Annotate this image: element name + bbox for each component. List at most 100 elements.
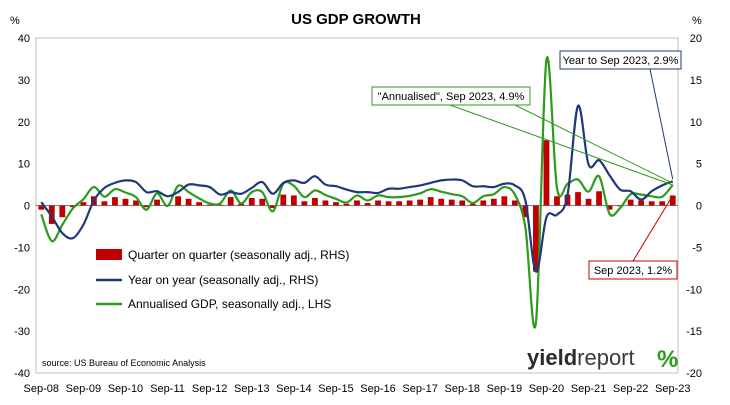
left-tick-label: 30 [18,75,30,87]
source-note: source: US Bureau of Economic Analysis [42,358,206,368]
x-tick-label: Sep-16 [360,383,395,395]
x-tick-label: Sep-11 [150,383,185,395]
svg-text:yieldreport: yieldreport [527,345,635,370]
leader-sep-2023-quarter [632,195,674,262]
x-tick-label: Sep-14 [276,383,311,395]
bar-Sep-17 [417,199,424,206]
left-tick-label: -30 [14,326,30,338]
legend-label-year-on-year: Year on year (seasonally adj., RHS) [128,273,318,287]
bar-Mar-23 [648,201,655,206]
leader-year-to-sep-2023 [649,68,674,180]
right-tick-label: -15 [686,326,702,338]
bar-Jun-21 [575,192,581,206]
x-tick-label: Sep-17 [402,383,437,395]
bar-Sep-18 [459,200,466,206]
bar-Jun-09 [69,205,76,208]
legend-label-quarter-on-quarter: Quarter on quarter (seasonally adj., RHS… [128,248,349,262]
logo-word-yield: yield [527,345,577,370]
bar-Mar-11 [143,205,150,208]
logo-word-report: report [577,345,634,370]
bar-Mar-17 [396,201,402,206]
bar-Mar-18 [438,198,445,206]
bar-Mar-15 [312,197,318,206]
bar-Mar-09 [59,205,66,218]
x-tick-label: Sep-18 [445,383,480,395]
leader-annualised-2 [514,104,673,184]
bar-Sep-13 [248,197,255,206]
bar-Dec-19 [511,200,518,206]
right-tick-label: -5 [692,242,702,254]
x-tick-label: Sep-22 [613,383,648,395]
bar-Sep-21 [585,198,592,206]
left-tick-label: -20 [14,284,30,296]
legend-swatch-quarter-on-quarter [96,249,122,260]
x-tick-label: Sep-15 [318,383,353,395]
bar-Sep-20 [543,140,550,206]
bar-Jun-22 [617,205,624,207]
bar-Sep-14 [290,195,297,206]
x-tick-label: Sep-13 [234,383,269,395]
x-tick-label: Sep-12 [192,383,227,395]
left-tick-label: 0 [24,201,30,213]
bar-Sep-09 [80,202,87,206]
chart-title: US GDP GROWTH [291,11,421,28]
bar-Jun-18 [448,199,455,206]
left-tick-label: -40 [14,368,30,380]
x-tick-label: Sep-23 [655,383,690,395]
legend-label-annualised: Annualised GDP, seasonally adj., LHS [128,297,331,311]
bar-Dec-20 [554,196,560,206]
bar-Jun-13 [238,203,245,206]
bar-series [38,140,676,272]
bar-Sep-12 [206,204,213,206]
right-tick-label: -10 [686,284,702,296]
bar-Dec-13 [259,198,266,206]
left-tick-label: 40 [18,33,30,45]
bar-Jun-20 [533,205,539,272]
bar-Mar-20 [522,205,529,218]
bar-Sep-23 [669,195,676,206]
bar-Mar-16 [354,200,360,206]
x-tick-label: Sep-19 [487,383,522,395]
bar-Mar-12 [185,198,192,206]
bar-Sep-16 [375,200,381,206]
logo-percent-glyph: % [657,346,678,373]
bar-Sep-08 [38,205,45,210]
bar-Jun-17 [406,200,413,206]
bar-Jun-16 [364,202,371,206]
bar-Mar-22 [606,205,613,210]
bar-Mar-14 [269,205,276,209]
bar-Dec-22 [638,200,645,206]
left-tick-label: 10 [18,159,30,171]
bar-Mar-19 [480,200,487,206]
left-tick-label: 20 [18,117,30,129]
left-axis-unit: % [10,15,20,27]
x-tick-label: Sep-08 [24,383,59,395]
x-tick-label: Sep-09 [66,383,101,395]
bar-Jun-11 [154,199,160,206]
right-axis-unit: % [692,15,702,27]
right-tick-label: 5 [696,159,702,171]
x-tick-label: Sep-20 [529,383,564,395]
right-tick-label: 15 [690,75,702,87]
right-tick-label: 0 [696,201,702,213]
bar-Jun-15 [322,200,329,206]
bar-Jun-19 [490,198,497,206]
bar-Dec-12 [217,204,224,206]
right-tick-label: 10 [690,117,702,129]
callouts: Year to Sep 2023, 2.9% "Annualised", Sep … [371,50,682,280]
bar-Dec-18 [469,203,476,206]
callout-year-to-sep-2023-box [559,50,682,70]
right-tick-label: -20 [686,368,702,380]
x-tick-label: Sep-21 [571,383,606,395]
callout-sep-2023-quarter-label: Sep 2023, 1.2% [594,265,673,277]
bar-Sep-22 [627,199,634,206]
right-tick-label: 20 [690,33,702,45]
x-tick-label: Sep-10 [108,383,143,395]
bar-Sep-10 [122,198,129,206]
bar-Mar-13 [227,197,234,206]
left-tick-label: -10 [14,242,30,254]
bar-Sep-19 [501,196,508,206]
bar-Jun-12 [196,202,203,206]
